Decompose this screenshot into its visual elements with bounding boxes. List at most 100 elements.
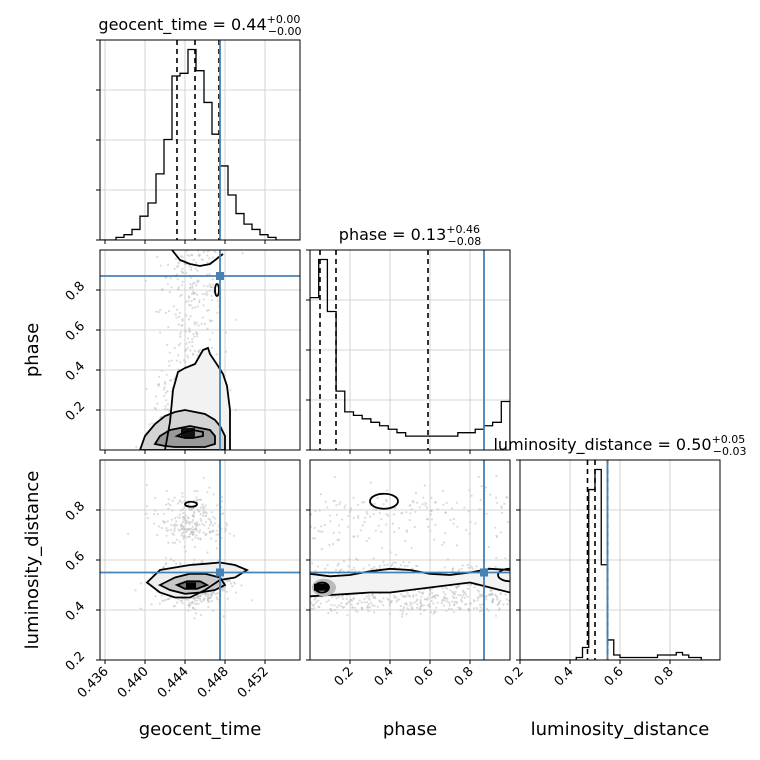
sample-point [171, 541, 174, 544]
sample-point [155, 395, 158, 398]
sample-point [203, 524, 206, 527]
sample-point [328, 514, 331, 517]
sample-point [392, 561, 395, 564]
sample-point [342, 597, 345, 601]
sample-point [235, 318, 238, 321]
sample-point [177, 323, 180, 326]
sample-point [335, 504, 338, 507]
sample-point [444, 511, 447, 514]
sample-point [165, 527, 168, 530]
sample-point [469, 520, 472, 523]
sample-point [146, 517, 149, 520]
sample-point [354, 609, 357, 612]
sample-point [207, 598, 210, 602]
sample-point [356, 503, 360, 506]
sample-point [178, 513, 181, 516]
sample-point [190, 299, 193, 302]
sample-point [398, 598, 401, 601]
sample-point [182, 518, 185, 521]
sample-point [326, 564, 329, 567]
sample-point [415, 594, 418, 597]
panel-content [310, 460, 510, 660]
sample-point [175, 520, 178, 523]
sample-point [191, 338, 194, 341]
sample-point [446, 587, 449, 590]
sample-point [190, 266, 193, 269]
sample-point [211, 524, 214, 527]
sample-point [186, 254, 189, 257]
sample-point [451, 595, 454, 598]
sample-point [341, 518, 344, 521]
sample-point [139, 582, 142, 585]
sample-point [163, 394, 166, 397]
sample-point [333, 475, 336, 479]
sample-point [191, 284, 194, 287]
sample-point [472, 607, 476, 610]
sample-point [225, 590, 228, 593]
sample-point [329, 520, 332, 523]
sample-point [184, 519, 187, 522]
sample-point [224, 530, 227, 533]
sample-point [163, 386, 166, 389]
sample-point [370, 601, 373, 604]
sample-point [250, 599, 253, 602]
sample-point [373, 611, 376, 614]
sample-point [204, 593, 207, 596]
sample-point [233, 534, 236, 537]
sample-point [177, 528, 180, 531]
sample-point [494, 526, 497, 529]
sample-point [416, 598, 419, 601]
histogram-phase [310, 258, 510, 450]
sample-point [376, 605, 379, 608]
sample-point [212, 256, 215, 259]
sample-point [188, 265, 191, 268]
sample-point [453, 600, 456, 604]
sample-point [497, 602, 500, 606]
sample-point [212, 530, 215, 533]
sample-point [200, 519, 203, 522]
sample-point [402, 595, 405, 598]
sample-point [416, 606, 419, 609]
sample-point [505, 598, 508, 601]
contour-island [369, 492, 399, 510]
sample-point [198, 253, 201, 256]
sample-point [340, 602, 343, 605]
sample-point [127, 532, 130, 535]
title-value: luminosity_distance = 0.50 [493, 435, 711, 455]
sample-point [206, 551, 209, 554]
sample-point [467, 566, 470, 570]
sample-point [182, 359, 185, 362]
sample-point [205, 512, 208, 515]
x-tick-label: 0.4 [552, 664, 577, 689]
sample-point [204, 520, 208, 523]
sample-point [183, 262, 186, 265]
sample-point [168, 351, 171, 354]
sample-point [160, 369, 163, 372]
sample-point [187, 604, 190, 607]
sample-point [405, 511, 408, 514]
sample-point [188, 521, 191, 524]
sample-point [196, 354, 199, 357]
sample-point [409, 504, 412, 507]
sample-point [188, 330, 191, 333]
density-peak [181, 428, 195, 438]
sample-point [442, 503, 445, 506]
sample-point [163, 512, 166, 515]
sample-point [178, 540, 181, 543]
sample-point [203, 506, 206, 509]
sample-point [405, 594, 408, 597]
sample-point [401, 610, 405, 613]
sample-point [429, 513, 432, 516]
sample-point [380, 518, 383, 521]
sample-point [188, 535, 191, 538]
sample-point [368, 603, 371, 606]
sample-point [420, 591, 423, 594]
sample-point [352, 496, 355, 499]
sample-point [455, 544, 459, 547]
sample-point [200, 600, 203, 603]
y-tick-label: 0.4 [63, 599, 88, 624]
sample-point [405, 612, 408, 616]
sample-point [358, 599, 361, 602]
panel-2-1: 0.2 0.4 0.6 0.8 [306, 459, 511, 689]
sample-point [173, 496, 176, 499]
